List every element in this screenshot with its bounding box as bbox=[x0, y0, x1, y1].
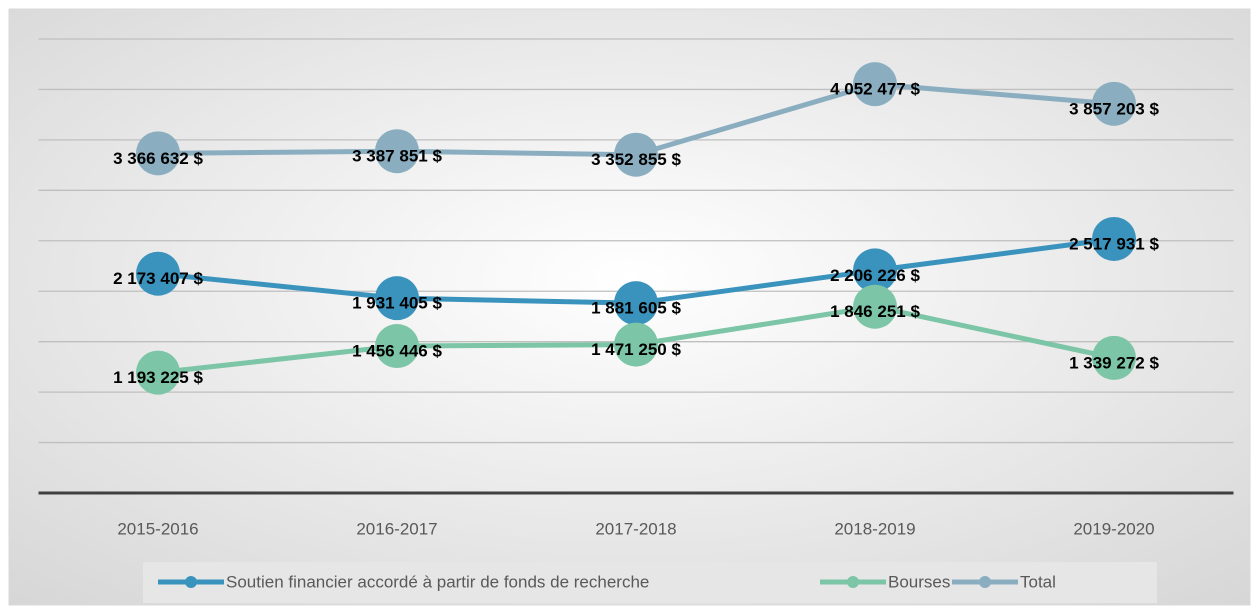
data-label: 1 456 446 $ bbox=[352, 342, 442, 361]
data-label: 2 173 407 $ bbox=[113, 269, 203, 288]
legend-label: Bourses bbox=[888, 572, 950, 591]
x-tick-label: 2015-2016 bbox=[117, 519, 198, 538]
data-label: 1 846 251 $ bbox=[830, 302, 920, 321]
point bbox=[1092, 335, 1136, 380]
point bbox=[375, 129, 419, 174]
point bbox=[136, 251, 180, 296]
point bbox=[614, 281, 658, 326]
legend-marker bbox=[979, 576, 991, 588]
x-tick-label: 2016-2017 bbox=[356, 519, 437, 538]
point bbox=[614, 322, 658, 367]
data-label: 1 931 405 $ bbox=[352, 294, 442, 313]
point bbox=[614, 132, 658, 177]
point bbox=[1092, 81, 1136, 126]
x-tick-label: 2019-2020 bbox=[1073, 519, 1154, 538]
point bbox=[136, 131, 180, 176]
data-label: 3 352 855 $ bbox=[591, 150, 681, 169]
point bbox=[1092, 216, 1136, 261]
point bbox=[375, 324, 419, 369]
data-label: 2 517 931 $ bbox=[1069, 234, 1159, 253]
data-label: 1 471 250 $ bbox=[591, 340, 681, 359]
x-tick-label: 2018-2019 bbox=[834, 519, 915, 538]
data-label: 2 206 226 $ bbox=[830, 266, 920, 285]
data-label: 1 339 272 $ bbox=[1069, 353, 1159, 372]
point bbox=[853, 248, 897, 293]
data-label: 1 881 605 $ bbox=[591, 299, 681, 318]
x-tick-label: 2017-2018 bbox=[595, 519, 676, 538]
data-label: 3 857 203 $ bbox=[1069, 99, 1159, 118]
data-label: 3 387 851 $ bbox=[352, 147, 442, 166]
legend-label: Total bbox=[1020, 572, 1056, 591]
data-label: 3 366 632 $ bbox=[113, 149, 203, 168]
data-label: 4 052 477 $ bbox=[830, 80, 920, 99]
point bbox=[136, 350, 180, 395]
point bbox=[853, 62, 897, 107]
point bbox=[853, 284, 897, 329]
data-label: 1 193 225 $ bbox=[113, 368, 203, 387]
legend-marker bbox=[185, 576, 197, 588]
legend-marker bbox=[847, 576, 859, 588]
point bbox=[375, 276, 419, 321]
legend-label: Soutien financier accordé à partir de fo… bbox=[226, 572, 649, 591]
